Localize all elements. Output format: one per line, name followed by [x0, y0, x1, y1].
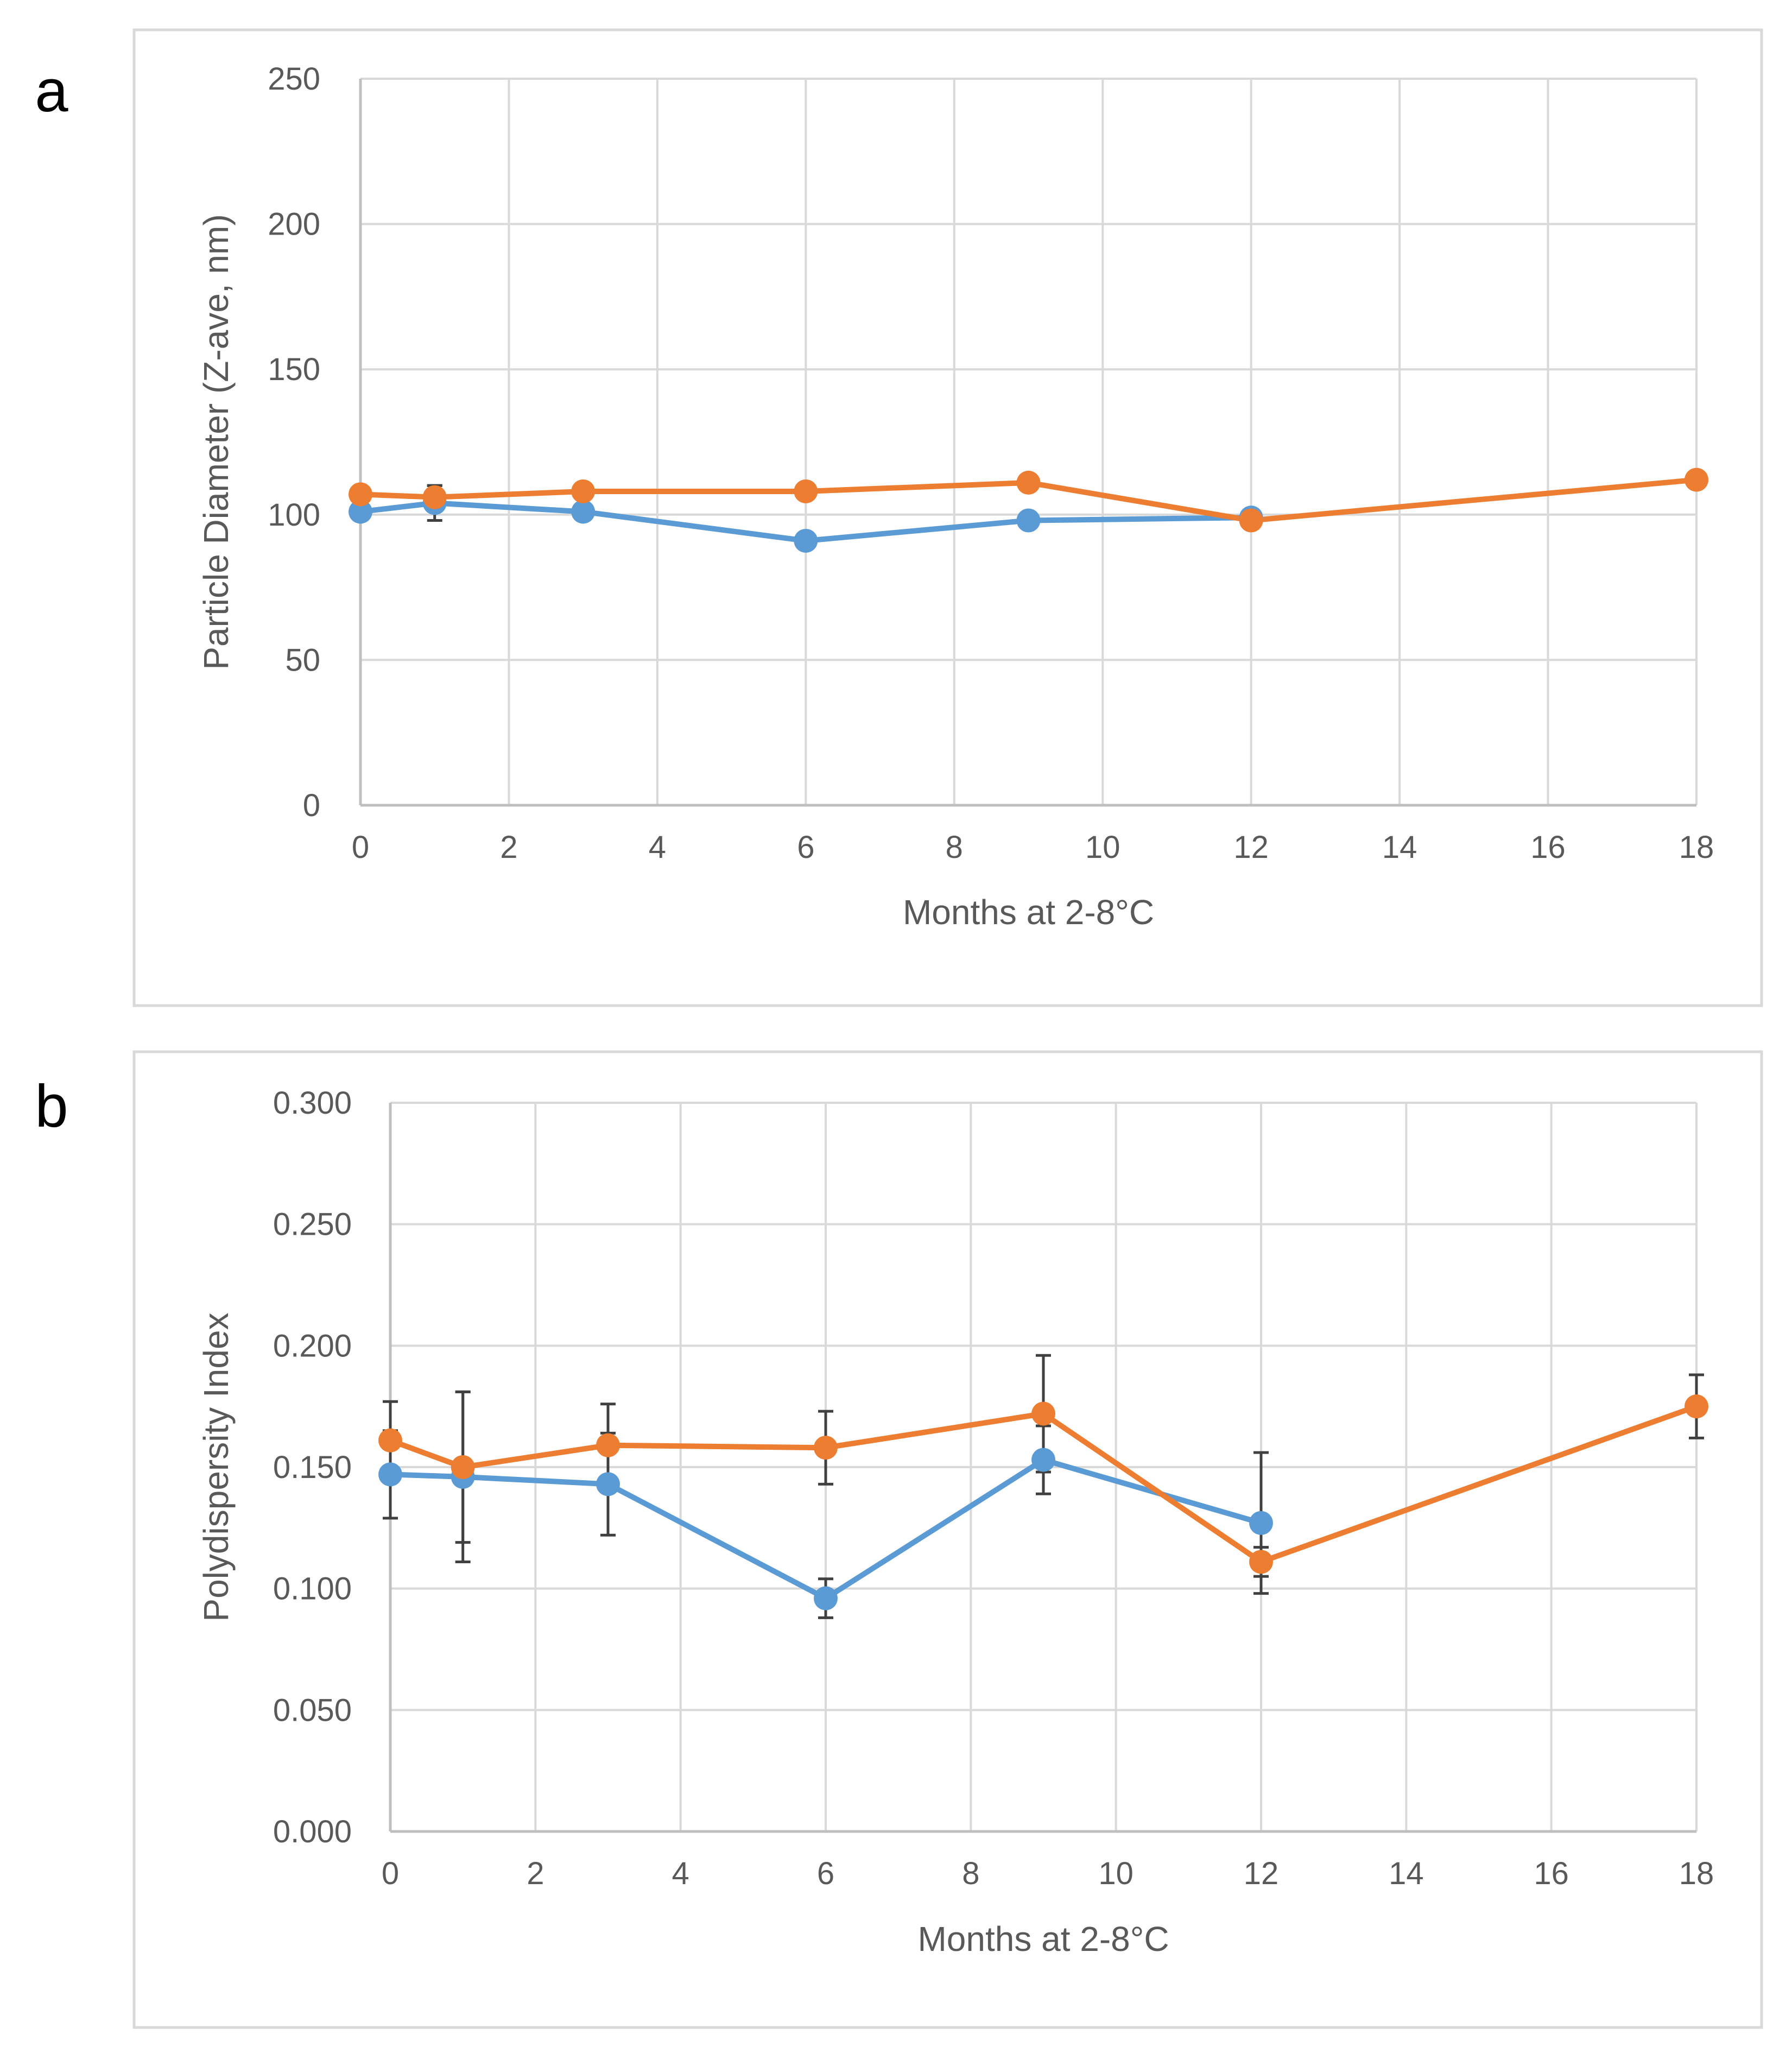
y-tick-label: 50: [285, 642, 320, 678]
x-tick-label: 16: [1530, 830, 1566, 865]
data-point-orange: [1249, 1550, 1273, 1574]
data-point-orange: [349, 482, 372, 507]
x-tick-label: 10: [1098, 1856, 1134, 1891]
data-point-blue: [596, 1472, 620, 1496]
y-tick-label: 0: [303, 788, 320, 823]
x-tick-label: 8: [946, 830, 963, 865]
y-tick-label: 100: [268, 497, 320, 533]
x-tick-label: 2: [527, 1856, 544, 1891]
x-tick-label: 4: [649, 830, 666, 865]
x-tick-label: 18: [1679, 830, 1714, 865]
data-point-orange: [1685, 1394, 1708, 1419]
data-point-orange: [1239, 508, 1263, 533]
chart-frame: [132, 28, 1763, 1007]
data-point-blue: [814, 1586, 838, 1610]
y-tick-label: 150: [268, 352, 320, 387]
x-tick-label: 16: [1534, 1856, 1569, 1891]
x-tick-label: 6: [797, 830, 814, 865]
chart-frame: [132, 1050, 1763, 2029]
chart-panel-a: a 0 50 100 150 200 250 0 2 4 6 8 10 12 14 16 18 Months at…: [35, 28, 1763, 1007]
data-point-orange: [1016, 470, 1041, 495]
x-axis-title: Months at 2-8°C: [917, 1919, 1169, 1959]
panel-label: a: [35, 58, 68, 124]
data-point-orange: [422, 485, 447, 509]
x-tick-label: 2: [500, 830, 517, 865]
y-tick-label: 0.200: [273, 1328, 352, 1363]
data-point-orange: [378, 1428, 402, 1452]
data-point-blue: [794, 528, 818, 553]
data-point-orange: [596, 1433, 620, 1457]
x-axis-title: Months at 2-8°C: [903, 893, 1154, 932]
data-point-orange: [451, 1455, 475, 1479]
x-tick-label: 6: [817, 1856, 834, 1891]
data-point-orange: [1685, 468, 1708, 492]
data-point-orange: [814, 1436, 838, 1460]
y-tick-label: 0.300: [273, 1085, 352, 1121]
y-tick-label: 0.000: [273, 1814, 352, 1849]
x-tick-label: 0: [382, 1856, 399, 1891]
x-tick-label: 10: [1085, 830, 1120, 865]
x-tick-label: 12: [1244, 1856, 1279, 1891]
y-tick-label: 0.050: [273, 1692, 352, 1728]
data-point-orange: [1031, 1401, 1055, 1426]
data-point-orange: [571, 479, 596, 503]
x-tick-label: 12: [1233, 830, 1269, 865]
x-tick-label: 14: [1382, 830, 1417, 865]
x-tick-label: 8: [962, 1856, 979, 1891]
series-line-blue: [388, 1457, 1264, 1601]
x-tick-label: 4: [672, 1856, 689, 1891]
x-tick-label: 0: [352, 830, 369, 865]
data-point-blue: [349, 500, 372, 524]
y-tick-label: 250: [268, 61, 320, 97]
data-point-orange: [794, 479, 818, 503]
data-point-blue: [1016, 508, 1041, 533]
chart-panel-b: b 0.000 0.050 0.100 0.150 0.200 0.250 0.300 0 2 4 6…: [35, 1050, 1763, 2029]
y-tick-label: 0.150: [273, 1450, 352, 1485]
x-tick-label: 18: [1679, 1856, 1714, 1891]
y-axis-title: Polydispersity Index: [197, 1312, 236, 1621]
y-tick-label: 200: [268, 207, 320, 242]
x-tick-label: 14: [1389, 1856, 1424, 1891]
data-point-blue: [1031, 1448, 1055, 1472]
data-point-blue: [1249, 1511, 1273, 1535]
data-point-blue: [378, 1462, 402, 1487]
y-tick-label: 0.100: [273, 1571, 352, 1607]
series-line-blue: [358, 500, 1254, 544]
y-axis-title: Particle Diameter (Z-ave, nm): [197, 214, 236, 669]
panel-label: b: [35, 1073, 68, 1140]
y-tick-label: 0.250: [273, 1207, 352, 1242]
data-point-blue: [571, 500, 596, 524]
